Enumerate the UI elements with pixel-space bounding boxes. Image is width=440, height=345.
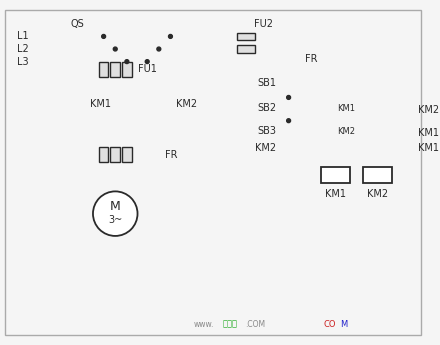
Bar <box>321 167 350 183</box>
Bar <box>110 147 120 162</box>
Text: 接线图: 接线图 <box>223 319 238 328</box>
Text: M: M <box>110 200 121 213</box>
Circle shape <box>114 47 117 51</box>
Text: KM1: KM1 <box>337 104 355 112</box>
Circle shape <box>125 60 129 63</box>
Bar <box>237 45 255 53</box>
Text: FU2: FU2 <box>254 19 273 29</box>
Text: KM2: KM2 <box>367 189 388 199</box>
Text: KM1: KM1 <box>325 189 345 199</box>
Bar <box>237 32 255 40</box>
Text: .COM: .COM <box>245 319 265 328</box>
Text: QS: QS <box>70 19 84 29</box>
Circle shape <box>169 34 172 38</box>
Text: L1: L1 <box>18 31 29 41</box>
Text: www.: www. <box>193 319 213 328</box>
Bar <box>122 62 132 77</box>
Text: SB1: SB1 <box>257 78 276 88</box>
Text: L2: L2 <box>18 44 29 54</box>
Text: CO: CO <box>323 319 336 328</box>
Text: KM2: KM2 <box>337 127 355 136</box>
Text: L3: L3 <box>18 57 29 67</box>
Text: KM2: KM2 <box>176 99 198 109</box>
Circle shape <box>145 60 149 63</box>
Circle shape <box>93 191 138 236</box>
Text: KM1: KM1 <box>418 143 440 153</box>
Text: KM1: KM1 <box>418 128 440 138</box>
Text: KM1: KM1 <box>90 99 111 109</box>
Circle shape <box>102 34 106 38</box>
Text: M: M <box>340 319 348 328</box>
Text: FU1: FU1 <box>138 65 156 75</box>
Text: FR: FR <box>165 150 177 160</box>
Bar <box>363 167 392 183</box>
Bar <box>122 147 132 162</box>
Text: 3~: 3~ <box>108 215 122 225</box>
Text: FR: FR <box>305 54 318 64</box>
Text: SB3: SB3 <box>257 126 276 136</box>
Bar <box>99 62 109 77</box>
Bar <box>99 147 109 162</box>
Circle shape <box>157 47 161 51</box>
Text: KM2: KM2 <box>418 105 440 115</box>
Circle shape <box>287 119 290 122</box>
Circle shape <box>287 96 290 99</box>
Text: KM2: KM2 <box>255 143 276 153</box>
Bar <box>110 62 120 77</box>
Text: SB2: SB2 <box>257 103 276 113</box>
